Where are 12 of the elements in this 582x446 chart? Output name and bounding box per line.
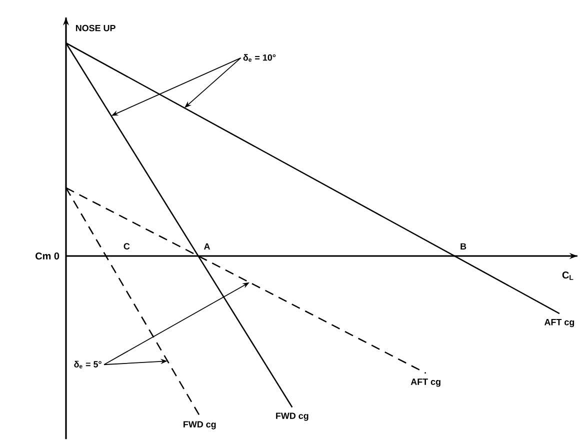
annotation: B [460, 243, 466, 250]
series-label: FWD cg [276, 412, 308, 421]
x-axis-title: C$_{L}$ [562, 271, 574, 280]
series-label: AFT cg [410, 378, 440, 387]
annotation: δ$_{e}$ = 10° [243, 54, 276, 62]
annotation: C [124, 243, 130, 250]
text: NOSE UP [76, 24, 116, 32]
series-label: FWD cg [184, 421, 216, 430]
y-axis-title: Cm 0 [36, 252, 60, 260]
annotation: A [204, 243, 210, 250]
series-label: AFT cg [544, 319, 574, 328]
annotation: δ$_{e}$ = 5° [74, 360, 102, 368]
